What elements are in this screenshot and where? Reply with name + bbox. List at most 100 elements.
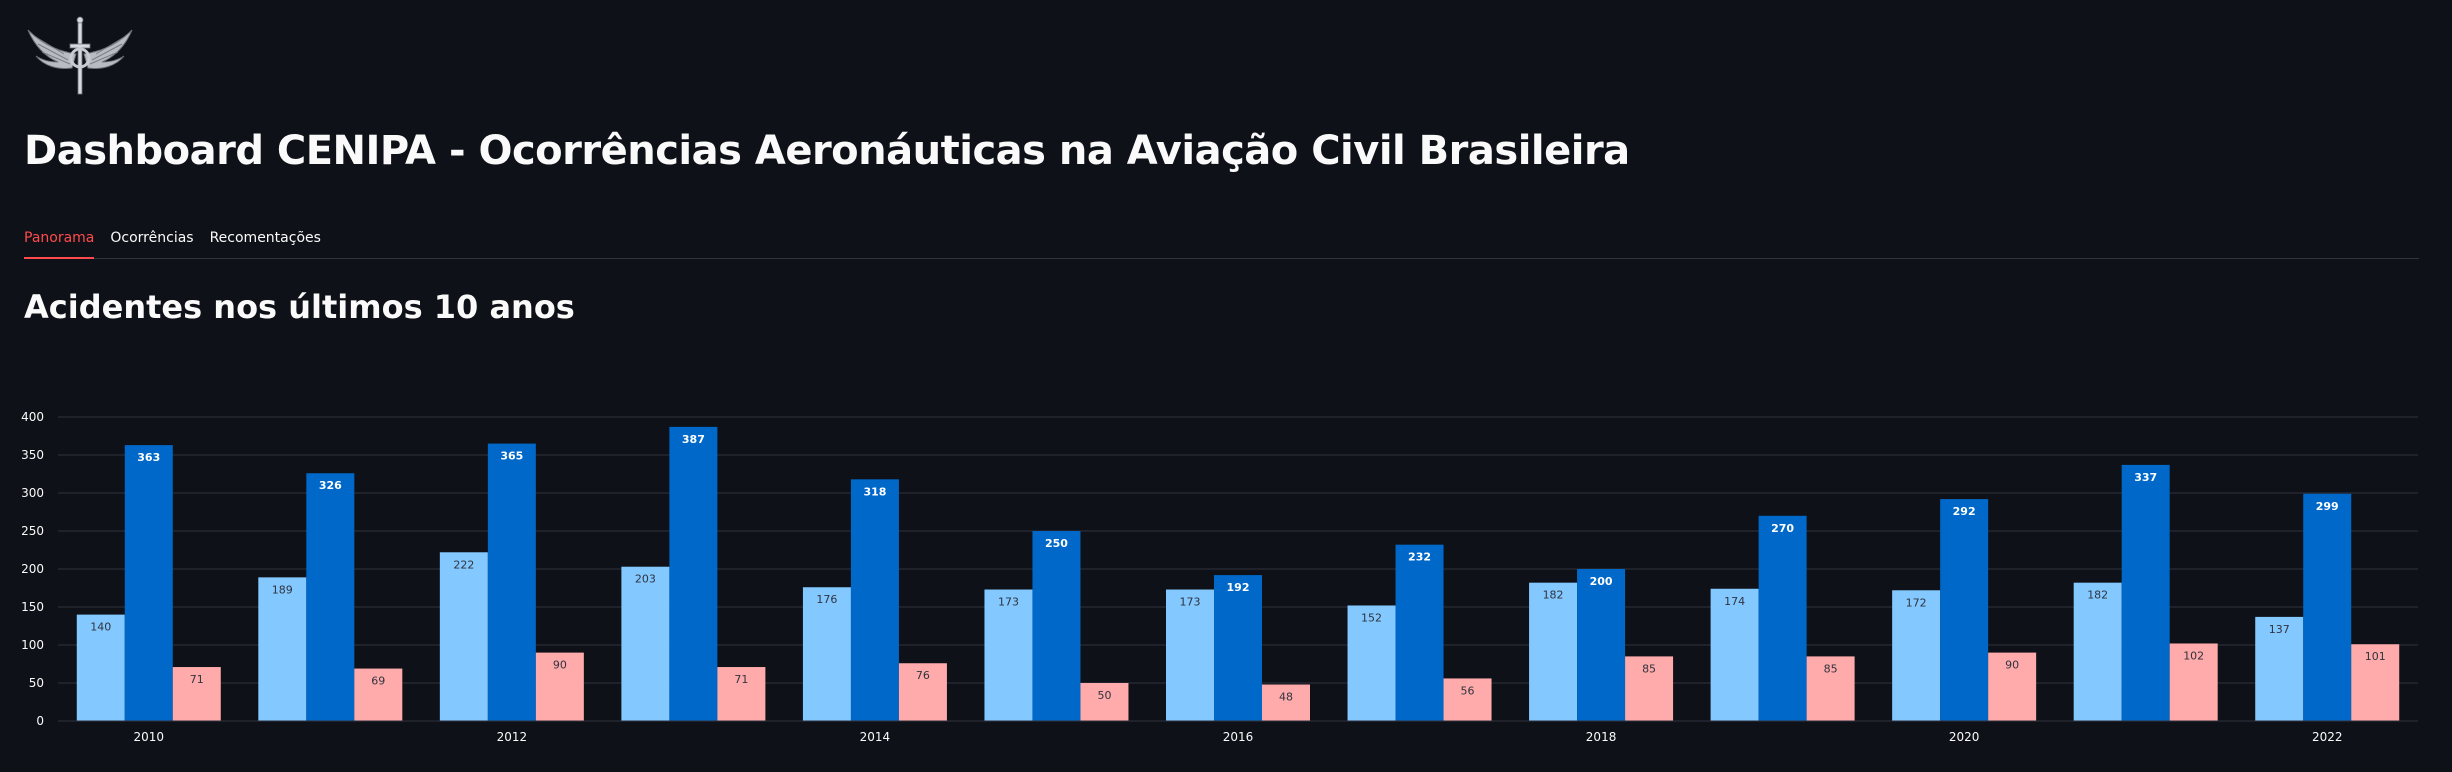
bar-series_2-2014[interactable] (850, 479, 899, 721)
data-label: 189 (272, 583, 293, 596)
bar-series_3-2021[interactable] (2169, 643, 2218, 721)
y-tick-label: 50 (29, 676, 44, 690)
data-label: 85 (1642, 662, 1656, 675)
data-label: 101 (2365, 650, 2386, 663)
bar-series_2-2019[interactable] (1758, 515, 1807, 721)
y-tick-label: 150 (21, 600, 44, 614)
bar-series_2-2018[interactable] (1577, 569, 1626, 721)
y-tick-label: 200 (21, 562, 44, 576)
bar-series_3-2020[interactable] (1988, 652, 2037, 721)
data-label: 173 (1180, 596, 1201, 609)
bar-series_2-2022[interactable] (2303, 493, 2352, 721)
bar-series_3-2015[interactable] (1080, 683, 1129, 721)
page-title: Dashboard CENIPA - Ocorrências Aeronáuti… (24, 128, 1630, 174)
data-label: 137 (2269, 623, 2290, 636)
data-label: 326 (319, 479, 342, 492)
x-tick-label: 2010 (133, 730, 164, 744)
section-title: Acidentes nos últimos 10 anos (24, 288, 575, 326)
x-tick-label: 2022 (2312, 730, 2343, 744)
data-label: 250 (1045, 537, 1068, 550)
data-label: 363 (137, 451, 160, 464)
bar-series_3-2019[interactable] (1806, 656, 1855, 721)
tab-panorama[interactable]: Panorama (24, 222, 95, 259)
bar-series_1-2021[interactable] (2073, 582, 2122, 721)
data-label: 292 (1953, 505, 1976, 518)
data-label: 71 (734, 673, 748, 686)
data-label: 182 (2087, 589, 2108, 602)
bar-series_3-2011[interactable] (354, 668, 403, 721)
data-label: 102 (2183, 649, 2204, 662)
data-label: 90 (553, 659, 567, 672)
data-label: 50 (1097, 689, 1111, 702)
y-tick-label: 400 (21, 410, 44, 424)
bar-series_2-2015[interactable] (1032, 531, 1081, 721)
bar-series_1-2022[interactable] (2255, 616, 2304, 721)
x-tick-label: 2016 (1223, 730, 1254, 744)
bar-series_2-2010[interactable] (124, 445, 173, 721)
data-label: 174 (1724, 595, 1745, 608)
bar-series_3-2022[interactable] (2351, 644, 2400, 721)
y-tick-label: 0 (36, 714, 44, 728)
x-tick-label: 2014 (860, 730, 891, 744)
bar-series_1-2020[interactable] (1892, 590, 1941, 721)
data-label: 387 (682, 433, 705, 446)
bar-series_2-2012[interactable] (487, 443, 536, 721)
bar-series_3-2014[interactable] (898, 663, 947, 721)
data-label: 337 (2134, 471, 2157, 484)
tab-bar: Panorama Ocorrências Recomentações (24, 222, 2419, 259)
bar-series_3-2010[interactable] (172, 667, 221, 721)
bar-series_1-2011[interactable] (258, 577, 307, 721)
bar-series_3-2012[interactable] (535, 652, 584, 721)
air-force-wings-emblem-icon (27, 16, 133, 95)
data-label: 152 (1361, 611, 1382, 624)
bar-series_3-2018[interactable] (1625, 656, 1674, 721)
data-label: 176 (816, 593, 837, 606)
x-tick-label: 2020 (1949, 730, 1980, 744)
y-tick-label: 350 (21, 448, 44, 462)
data-label: 200 (1590, 575, 1613, 588)
bar-series_1-2016[interactable] (1166, 589, 1214, 721)
data-label: 172 (1906, 596, 1927, 609)
bar-series_2-2013[interactable] (669, 426, 718, 721)
bar-series_1-2012[interactable] (439, 552, 488, 721)
bar-series_2-2020[interactable] (1940, 499, 1989, 721)
bar-series_2-2017[interactable] (1395, 544, 1444, 721)
data-label: 173 (998, 596, 1019, 609)
bar-series_1-2014[interactable] (802, 587, 851, 721)
data-label: 232 (1408, 551, 1431, 564)
tab-ocorrencias[interactable]: Ocorrências (110, 230, 194, 246)
bar-series_2-2011[interactable] (306, 473, 355, 721)
bar-series_1-2019[interactable] (1710, 588, 1759, 721)
data-label: 318 (863, 485, 886, 498)
accidents-bar-chart: 0 50 100 150 200 250 300 350 400 140 363 71 2010 189 3… (21, 410, 2418, 744)
bar-series_1-2017[interactable] (1347, 605, 1396, 721)
data-label: 85 (1824, 662, 1838, 675)
y-tick-label: 100 (21, 638, 44, 652)
bar-series_2-2021[interactable] (2121, 464, 2170, 721)
data-label: 299 (2316, 500, 2339, 513)
bar-series_3-2016[interactable] (1262, 684, 1310, 721)
bar-series_1-2010[interactable] (76, 614, 125, 721)
y-tick-label: 300 (21, 486, 44, 500)
data-label: 56 (1461, 684, 1475, 697)
data-label: 182 (1543, 589, 1564, 602)
y-tick-label: 250 (21, 524, 44, 538)
bar-series_2-2016[interactable] (1214, 575, 1262, 721)
x-tick-label: 2012 (497, 730, 528, 744)
data-label: 90 (2005, 659, 2019, 672)
data-label: 203 (635, 573, 656, 586)
bar-series_3-2017[interactable] (1443, 678, 1492, 721)
data-label: 222 (453, 558, 474, 571)
bar-series_1-2013[interactable] (621, 566, 670, 721)
tab-recomendacoes[interactable]: Recomentações (209, 230, 321, 246)
data-label: 76 (916, 669, 930, 682)
bar-series_1-2018[interactable] (1529, 582, 1578, 721)
data-label: 140 (90, 621, 111, 634)
data-label: 270 (1771, 522, 1794, 535)
x-tick-label: 2018 (1586, 730, 1617, 744)
bar-series_3-2013[interactable] (717, 667, 766, 721)
data-label: 192 (1227, 581, 1250, 594)
data-label: 48 (1279, 691, 1293, 704)
bar-series_1-2015[interactable] (984, 589, 1033, 721)
